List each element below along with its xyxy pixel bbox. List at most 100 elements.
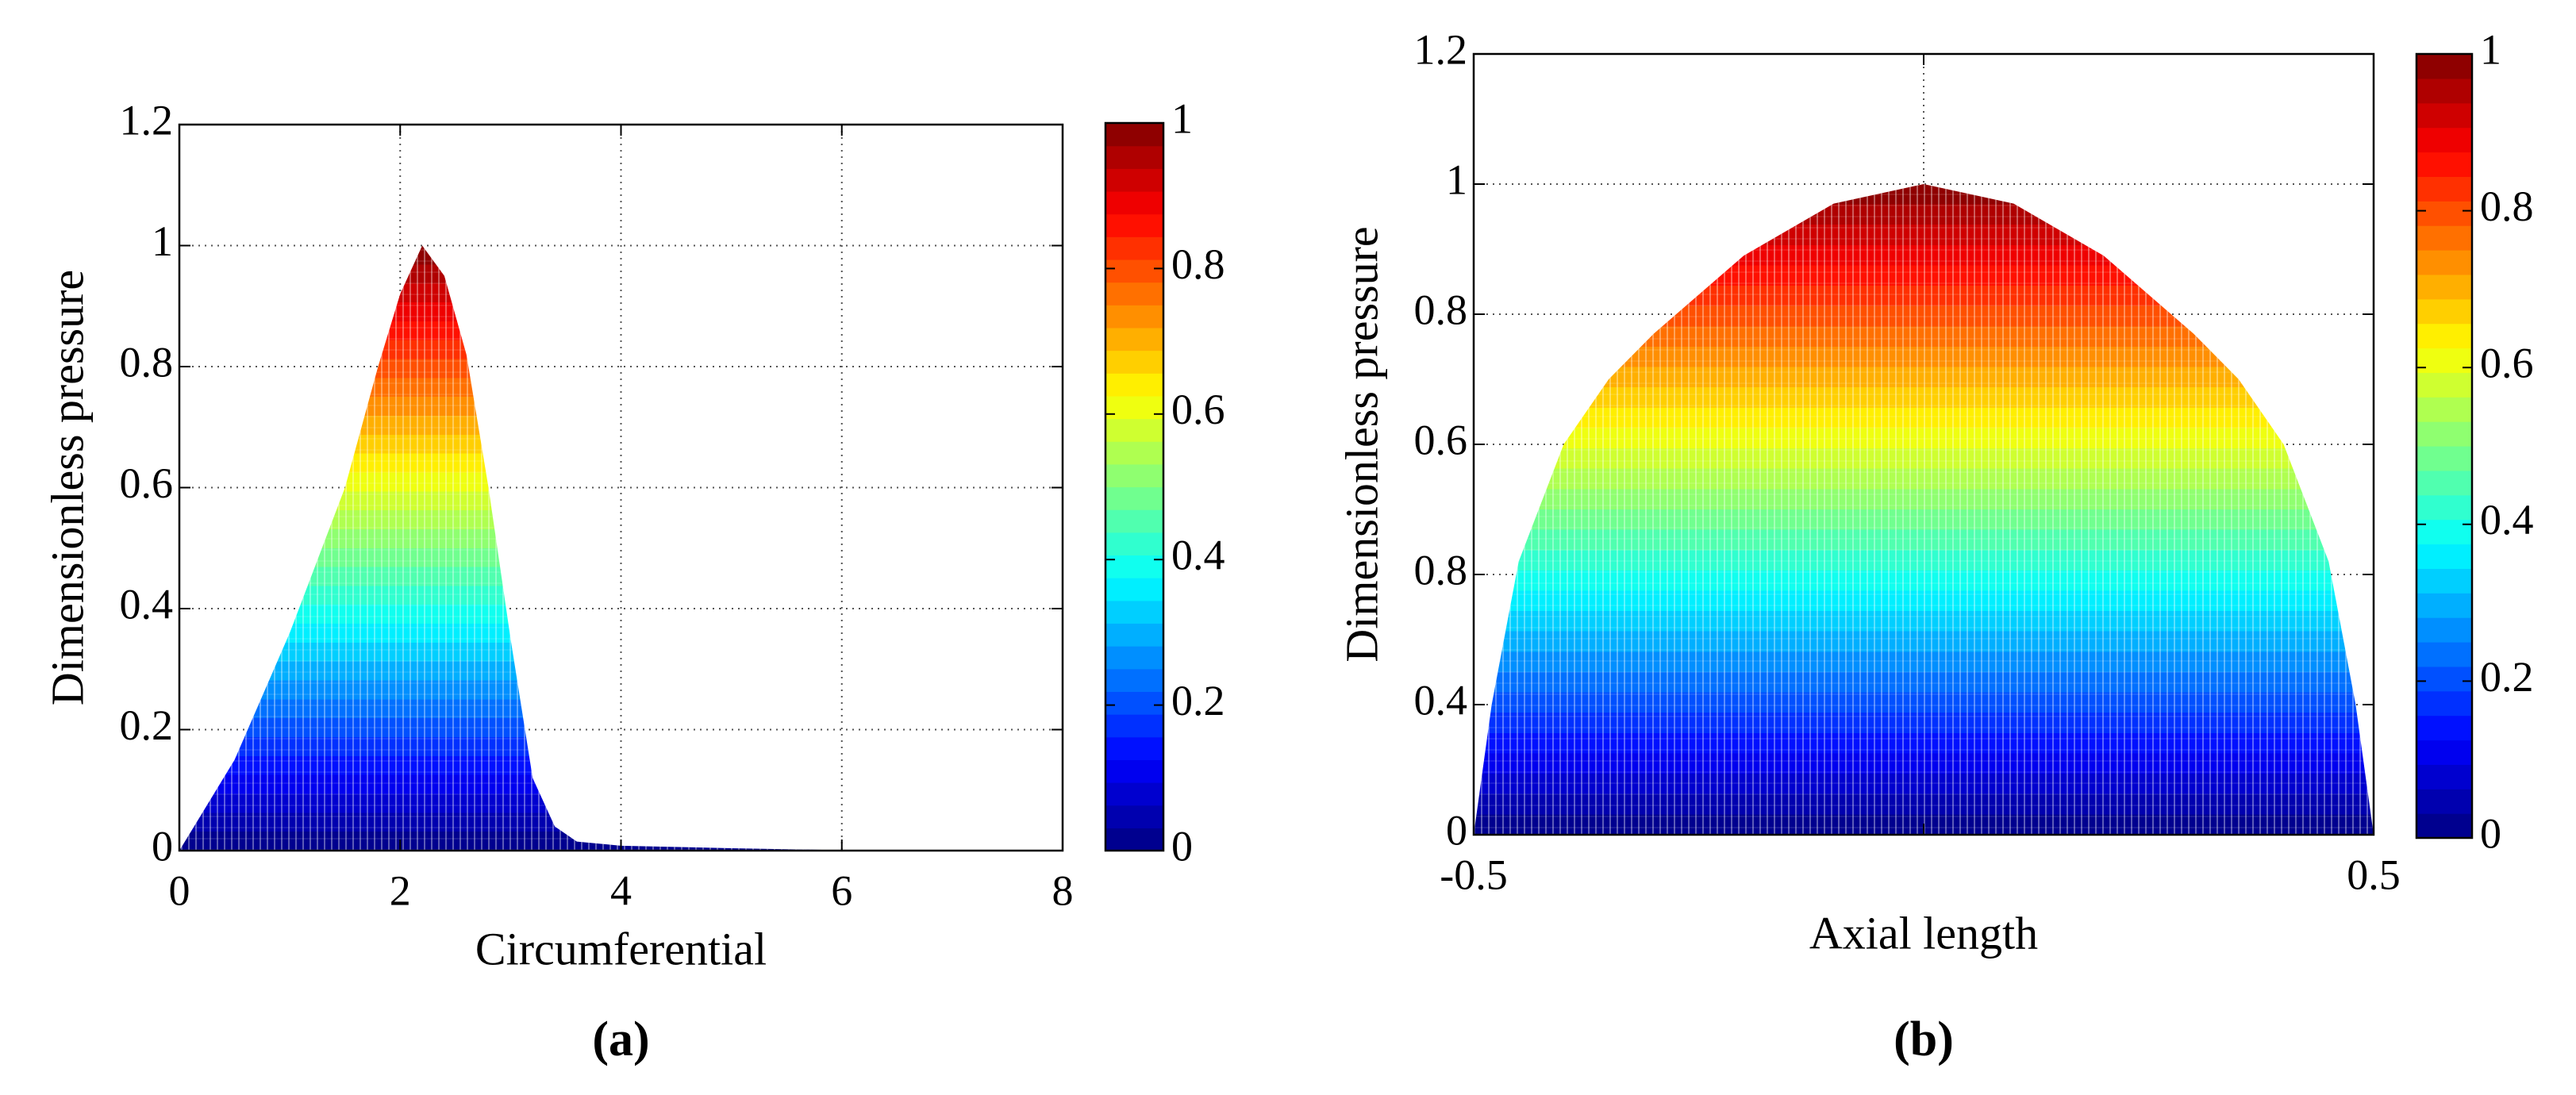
colorbar-swatch	[1105, 578, 1163, 601]
x-tick-label: -0.5	[1440, 851, 1507, 898]
colorbar-tick-label: 1	[1171, 94, 1193, 142]
colorbar-swatch	[2416, 593, 2472, 618]
colorbar-swatch	[1105, 736, 1163, 760]
y-tick-label: 0.4	[1414, 676, 1468, 724]
y-axis-label: Dimensionless pressure	[41, 270, 93, 705]
colorbar-swatch	[2416, 176, 2472, 202]
x-tick-label: 6	[831, 866, 852, 914]
caption: (b)	[1894, 1012, 1954, 1066]
colorbar-swatch	[2416, 690, 2472, 717]
colorbar-swatch	[1105, 691, 1163, 715]
colorbar-swatch	[1105, 327, 1163, 352]
colorbar-swatch	[2416, 789, 2472, 814]
y-tick-label: 1.2	[120, 96, 174, 144]
colorbar-swatch	[1105, 282, 1163, 305]
colorbar-swatch	[1105, 646, 1163, 670]
colorbar-swatch	[2416, 519, 2472, 545]
colorbar-swatch	[2416, 102, 2472, 129]
colorbar-swatch	[2416, 494, 2472, 521]
colorbar-swatch	[1105, 350, 1163, 374]
colorbar-swatch	[2416, 397, 2472, 422]
colorbar-tick-label: 0.6	[1171, 386, 1225, 433]
colorbar-swatch	[2416, 372, 2472, 398]
colorbar-swatch	[1105, 168, 1163, 192]
colorbar-swatch	[1105, 395, 1163, 420]
colorbar-tick-label: 0.6	[2480, 340, 2534, 387]
colorbar-tick-label: 0.4	[2480, 496, 2534, 544]
x-tick-label: 8	[1052, 866, 1074, 914]
colorbar-swatch	[2416, 666, 2472, 692]
colorbar-swatch	[2416, 127, 2472, 153]
colorbar-swatch	[2416, 250, 2472, 275]
colorbar-swatch	[2416, 446, 2472, 471]
colorbar-swatch	[2416, 348, 2472, 373]
colorbar-swatch	[1105, 828, 1163, 851]
caption: (a)	[592, 1012, 649, 1066]
colorbar-swatch	[1105, 213, 1163, 237]
colorbar-swatch	[1105, 305, 1163, 328]
y-tick-label: 0	[1446, 806, 1467, 854]
colorbar-swatch	[1105, 441, 1163, 465]
x-axis-label: Circumferential	[475, 923, 767, 974]
colorbar-swatch	[1105, 555, 1163, 578]
colorbar-swatch	[2416, 642, 2472, 667]
colorbar-swatch	[2416, 813, 2472, 839]
colorbar-tick-label: 0.4	[1171, 532, 1225, 579]
colorbar-swatch	[1105, 600, 1163, 624]
colorbar-swatch	[2416, 470, 2472, 496]
colorbar-swatch	[1105, 463, 1163, 488]
colorbar-swatch	[1105, 668, 1163, 693]
colorbar-swatch	[2416, 421, 2472, 447]
colorbar-swatch	[1105, 532, 1163, 556]
colorbar-swatch	[1105, 714, 1163, 738]
colorbar-swatch	[2416, 544, 2472, 569]
y-tick-label: 0.2	[120, 701, 174, 749]
x-tick-label: 2	[390, 866, 411, 914]
panel: 0 2 4 6 8 0 0.2 0.4 0.6 0.8 1 1.2 Circumferential Dim…	[41, 94, 1225, 1066]
y-tick-label: 0.6	[120, 459, 174, 507]
y-tick-label: 0.8	[120, 338, 174, 386]
colorbar-swatch	[2416, 78, 2472, 104]
colorbar-swatch	[1105, 509, 1163, 533]
colorbar-swatch	[1105, 623, 1163, 647]
surface-mesh	[179, 245, 864, 851]
panel: -0.5 0.5 0 0.4 0.8 0.6 0.8 1 1.2 Axial length Dime…	[1336, 25, 2533, 1066]
colorbar-swatch	[2416, 225, 2472, 251]
y-tick-label: 0.6	[1414, 416, 1468, 463]
y-axis-label: Dimensionless pressure	[1336, 226, 1387, 662]
colorbar-swatch	[1105, 418, 1163, 442]
colorbar-swatch	[2416, 568, 2472, 594]
colorbar-swatch	[2416, 764, 2472, 790]
colorbar-swatch	[1105, 236, 1163, 260]
colorbar-tick-label: 0	[2480, 809, 2501, 857]
x-tick-label: 0.5	[2347, 851, 2401, 898]
colorbar-swatch	[2416, 740, 2472, 765]
colorbar-tick-label: 0.8	[1171, 240, 1225, 288]
colorbar-swatch	[2416, 323, 2472, 349]
colorbar-tick-label: 0.2	[2480, 653, 2534, 701]
colorbar-tick-label: 0.8	[2480, 182, 2534, 230]
y-tick-label: 0.8	[1414, 546, 1468, 594]
colorbar-swatch	[1105, 145, 1163, 169]
colorbar-frame	[2415, 52, 2474, 840]
colorbar-swatch	[2416, 274, 2472, 300]
colorbar-swatch	[2416, 201, 2472, 226]
colorbar-tick-label: 1	[2480, 25, 2501, 73]
y-tick-label: 1	[1446, 156, 1467, 203]
colorbar-swatch	[1105, 486, 1163, 510]
colorbar-tick-label: 0	[1171, 822, 1193, 870]
y-tick-label: 0.8	[1414, 286, 1468, 333]
x-axis-label: Axial length	[1809, 907, 2038, 959]
colorbar-tick-label: 0.2	[1171, 677, 1225, 724]
colorbar-swatch	[1105, 259, 1163, 283]
colorbar-swatch	[2416, 617, 2472, 643]
y-tick-label: 1	[152, 217, 173, 265]
colorbar-frame	[1104, 121, 1165, 852]
y-tick-label: 0	[152, 822, 173, 870]
colorbar-swatch	[1105, 759, 1163, 783]
y-tick-label: 0.4	[120, 580, 174, 628]
colorbar-swatch	[1105, 373, 1163, 397]
y-tick-label: 1.2	[1414, 25, 1468, 73]
